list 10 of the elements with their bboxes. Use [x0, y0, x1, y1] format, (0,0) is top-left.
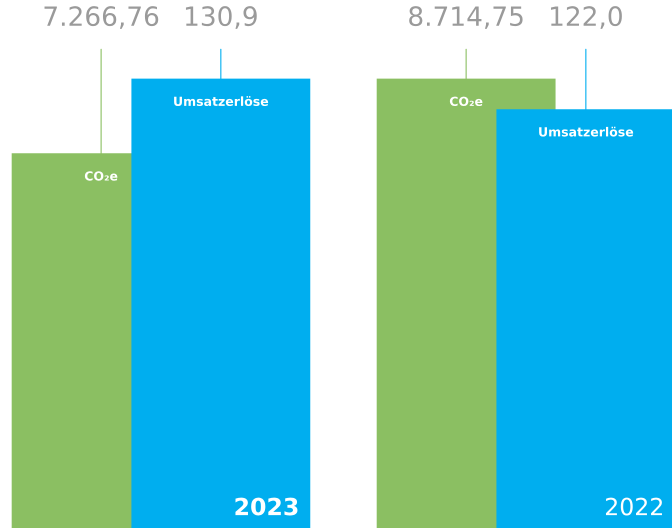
data-label: 122,0 — [550, 6, 622, 29]
series-label: CO₂e — [450, 96, 482, 106]
text: CO₂e — [84, 171, 118, 181]
data-label: 130,9 — [186, 6, 257, 29]
series-label: Umsatzerlöse — [174, 96, 268, 106]
x-tick-label: 2022 — [606, 498, 662, 516]
text: Umsatzerlöse — [539, 126, 634, 137]
x-tick-label: 2023 — [235, 498, 298, 516]
data-label: 8.714,75 — [409, 6, 523, 29]
data-label: 7.266,76 — [44, 6, 158, 29]
